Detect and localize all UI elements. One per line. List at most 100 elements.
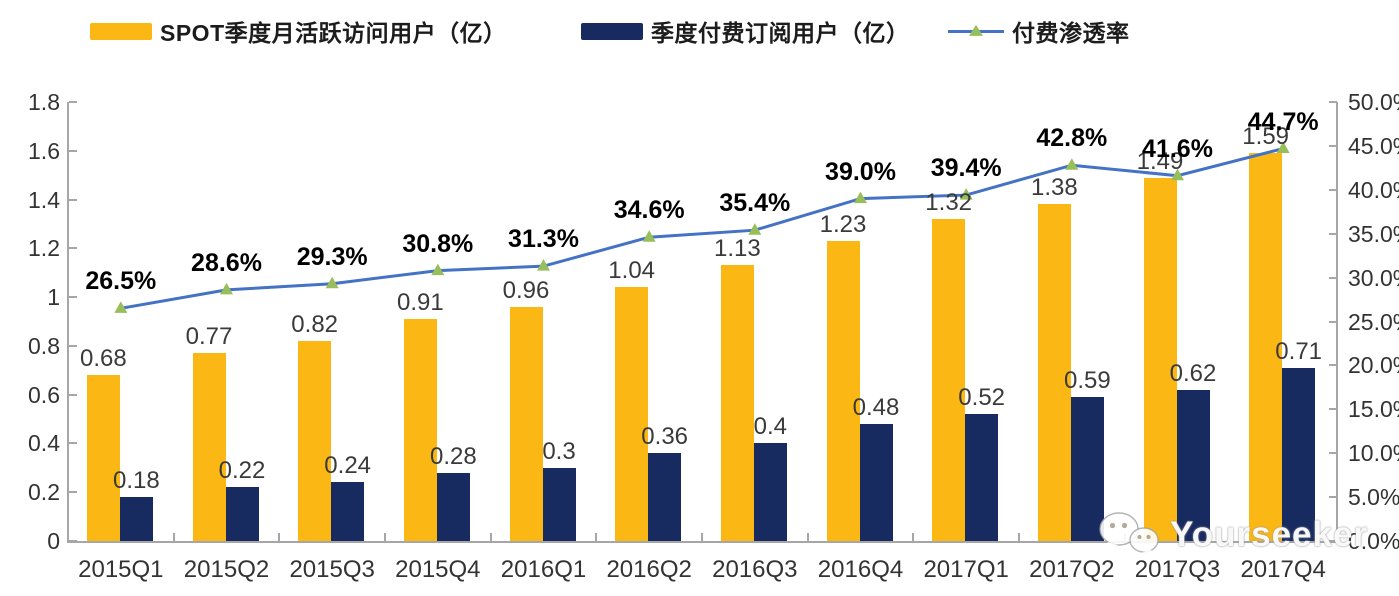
mau-bar	[86, 375, 120, 541]
mau-bar	[192, 353, 226, 541]
y-axis-left-label: 1.2	[28, 235, 60, 262]
y-axis-left	[67, 102, 69, 541]
mau-value-label: 0.91	[396, 289, 444, 317]
penetration-marker-icon	[325, 276, 339, 289]
subscribers-bar	[1070, 397, 1104, 541]
subscribers-bar	[965, 414, 999, 541]
subscribers-bar	[648, 453, 682, 541]
y-axis-right-tick	[1329, 496, 1337, 499]
subscribers-value-label: 0.48	[852, 393, 900, 421]
penetration-percent-label: 42.8%	[1036, 124, 1108, 153]
y-axis-left-tick	[69, 198, 77, 201]
legend-label-penetration: 付费渗透率	[1012, 20, 1130, 46]
mau-value-label: 1.32	[925, 189, 973, 217]
x-axis-tick	[1229, 533, 1232, 542]
y-axis-left-label: 1.8	[28, 89, 60, 115]
y-axis-right-tick	[1329, 276, 1337, 279]
y-axis-right-label: 30.0%	[1348, 264, 1399, 291]
x-axis-label: 2016Q4	[817, 556, 904, 583]
y-axis-right-label: 5.0%	[1348, 484, 1399, 511]
y-axis-left-label: 1.6	[28, 137, 60, 164]
y-axis-right-tick	[1329, 320, 1337, 323]
y-axis-left-label: 0.2	[28, 479, 60, 506]
mau-value-label: 1.04	[608, 257, 656, 285]
y-axis-right-tick	[1329, 232, 1337, 235]
penetration-percent-label: 41.6%	[1142, 134, 1213, 163]
y-axis-left-label: 0.4	[28, 430, 60, 457]
y-axis-left-label: 0.6	[28, 381, 60, 408]
mau-value-label: 1.59	[1242, 123, 1290, 151]
legend-item-penetration: 付费渗透率	[948, 16, 1130, 46]
y-axis-right-label: 15.0%	[1348, 396, 1399, 423]
x-axis-label: 2016Q2	[606, 556, 692, 583]
y-axis-right-tick	[1329, 540, 1337, 542]
penetration-marker-icon	[1065, 158, 1079, 170]
y-axis-left-label: 1.4	[28, 186, 60, 213]
x-axis-label: 2015Q4	[395, 556, 481, 583]
y-axis-right-tick	[1329, 188, 1337, 191]
legend-label-subscribers: 季度付费订阅用户（亿）	[651, 20, 910, 46]
x-axis-label: 2017Q2	[1029, 556, 1115, 583]
y-axis-right-label: 25.0%	[1348, 308, 1399, 335]
subscribers-bar	[225, 487, 259, 541]
y-axis-left-label: 0.8	[28, 332, 60, 359]
subscribers-value-label: 0.18	[112, 467, 160, 495]
penetration-percent-label: 44.7%	[1247, 107, 1319, 136]
y-axis-left-label: 1	[47, 284, 60, 311]
x-axis-label: 2015Q2	[183, 556, 270, 583]
y-axis-left-label: 0	[47, 528, 60, 554]
penetration-marker-icon	[748, 223, 762, 235]
y-axis-left-tick	[69, 101, 77, 103]
mau-value-label: 1.23	[819, 211, 867, 239]
subscribers-value-label: 0.36	[641, 423, 689, 451]
subscribers-swatch-icon	[581, 22, 643, 40]
x-axis-tick	[489, 533, 492, 542]
mau-bar	[826, 241, 860, 541]
penetration-percent-label: 30.8%	[402, 229, 474, 258]
y-axis-left-tick	[69, 442, 77, 445]
x-axis-tick	[912, 533, 915, 542]
y-axis-right-tick	[1329, 364, 1337, 367]
x-axis-label: 2017Q3	[1134, 556, 1221, 583]
mau-bar	[720, 265, 754, 541]
y-axis-right-tick	[1329, 452, 1337, 455]
subscribers-value-label: 0.22	[218, 457, 266, 485]
x-axis-label: 2016Q3	[712, 556, 798, 583]
x-axis-tick	[1123, 533, 1126, 542]
x-axis-tick	[595, 533, 598, 542]
x-axis-tick	[701, 533, 703, 542]
penetration-marker-icon	[114, 301, 128, 313]
penetration-percent-label: 29.3%	[296, 242, 368, 271]
subscribers-value-label: 0.71	[1275, 337, 1323, 365]
y-axis-left-tick	[69, 393, 77, 396]
subscribers-bar	[119, 497, 153, 541]
y-axis-right-tick	[1329, 101, 1337, 103]
y-axis-right-label: 20.0%	[1348, 352, 1399, 379]
penetration-percent-label: 31.3%	[508, 225, 579, 254]
y-axis-right-label: 0.0%	[1348, 528, 1399, 554]
subscribers-bar	[542, 467, 576, 541]
penetration-marker-icon	[431, 263, 445, 276]
y-axis-right-label: 50.0%	[1348, 89, 1399, 115]
triangle-marker-icon	[969, 24, 983, 36]
y-axis-left-tick	[69, 540, 77, 542]
y-axis-left-tick	[69, 491, 77, 494]
mau-bar	[298, 341, 332, 541]
penetration-line	[120, 147, 1284, 310]
mau-value-label: 0.82	[291, 311, 339, 338]
y-axis-left-tick	[69, 296, 77, 299]
x-axis-tick	[806, 533, 809, 542]
x-axis-label: 2016Q1	[500, 556, 587, 583]
mau-value-label: 0.96	[502, 276, 550, 304]
y-axis-left-tick	[69, 149, 77, 152]
subscribers-bar	[1282, 367, 1316, 541]
penetration-percent-label: 26.5%	[85, 267, 157, 296]
subscribers-value-label: 0.52	[958, 384, 1006, 412]
x-axis-label: 2015Q1	[78, 556, 164, 583]
subscribers-bar	[331, 482, 365, 541]
subscribers-bar	[753, 443, 787, 541]
penetration-marker-icon	[537, 259, 550, 271]
subscribers-value-label: 0.4	[753, 413, 788, 441]
x-axis-label: 2017Q1	[923, 556, 1009, 583]
